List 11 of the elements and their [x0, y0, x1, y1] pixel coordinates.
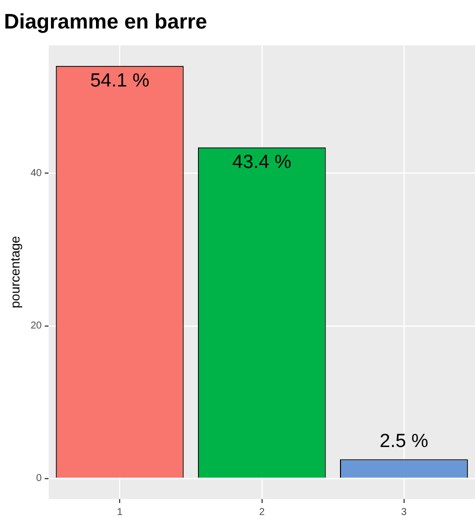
y-axis-title: pourcentage — [7, 236, 22, 308]
x-tick-label: 3 — [401, 506, 408, 518]
chart-title: Diagramme en barre — [4, 10, 208, 34]
data-label: 43.4 % — [232, 152, 292, 174]
y-tick-label: 0 — [36, 473, 42, 484]
data-label: 2.5 % — [380, 431, 428, 452]
x-tick-label: 2 — [259, 506, 266, 518]
data-label: 54.1 % — [90, 70, 150, 92]
x-tick-label: 1 — [116, 506, 123, 518]
y-tick-label: 40 — [30, 168, 42, 180]
y-tick-label: 20 — [30, 320, 42, 332]
